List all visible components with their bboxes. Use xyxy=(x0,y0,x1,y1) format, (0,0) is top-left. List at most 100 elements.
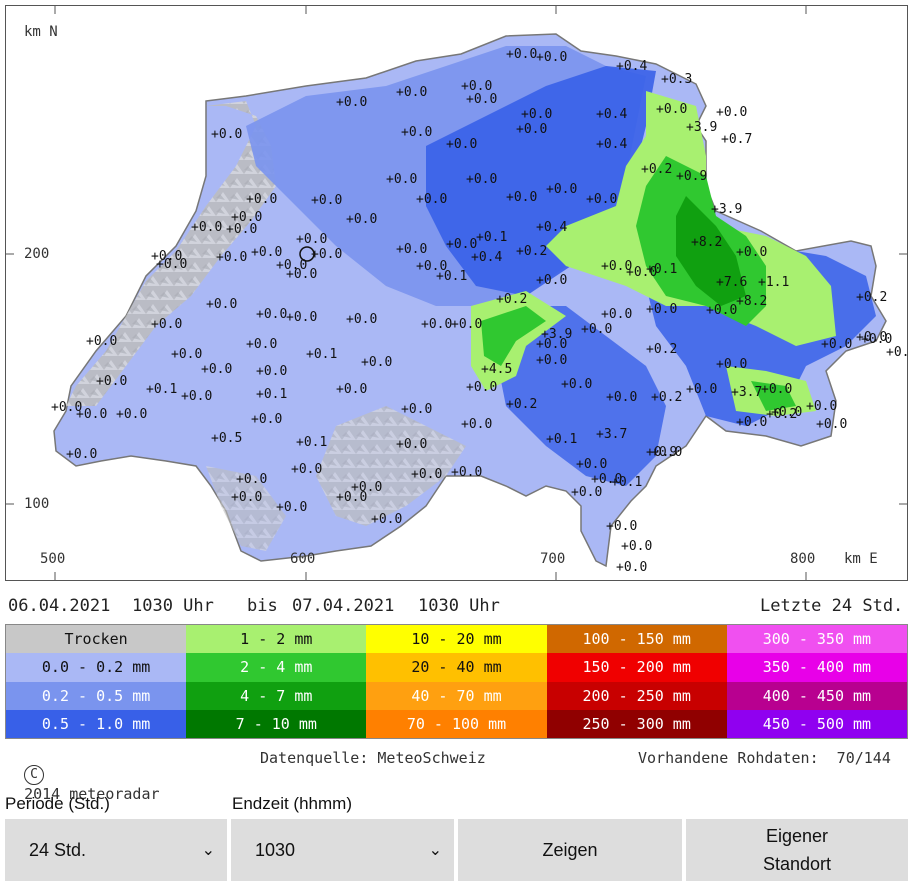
station-value: +0.0 xyxy=(861,332,892,347)
station-marker: +0.0 xyxy=(256,364,287,379)
station-marker: +7.6 xyxy=(716,275,747,290)
own-location-button[interactable]: Eigener Standort xyxy=(686,819,908,881)
station-marker: +0.0 xyxy=(461,79,492,94)
station-marker: +0.0 xyxy=(466,172,497,187)
station-marker: +0.0 xyxy=(536,337,567,352)
station-marker: +0.0 xyxy=(656,102,687,117)
station-marker: +0.5 xyxy=(211,431,242,446)
station-marker: +0.0 xyxy=(621,539,652,554)
show-button[interactable]: Zeigen xyxy=(458,819,682,881)
station-value: +0.0 xyxy=(626,265,657,280)
station-marker: +3.7 xyxy=(731,385,762,400)
chevron-down-icon: ⌄ xyxy=(428,842,442,859)
station-marker: +0.0 xyxy=(561,377,592,392)
station-value: +1.1 xyxy=(758,275,789,290)
station-marker: +0.0 xyxy=(466,380,497,395)
station-marker: +0.0 xyxy=(76,407,107,422)
station-value: +0.4 xyxy=(471,250,502,265)
station-value: +0.1 xyxy=(476,230,507,245)
station-value: +0.0 xyxy=(616,560,647,575)
legend-item: 1 - 2 mm xyxy=(186,625,367,654)
station-marker: +0.0 xyxy=(276,500,307,515)
station-marker: +0.0 xyxy=(571,485,602,500)
own-location-line1: Eigener xyxy=(765,826,829,846)
station-marker: +0.2 xyxy=(856,290,887,305)
station-marker: +0.3 xyxy=(661,72,692,87)
station-marker: +0.0 xyxy=(706,303,737,318)
station-marker: +0.0 xyxy=(236,472,267,487)
station-marker: +0.1 xyxy=(546,432,577,447)
y-tick-label: 100 xyxy=(24,496,50,512)
station-marker: +0.0 xyxy=(226,222,257,237)
station-value: +0.0 xyxy=(466,172,497,187)
station-value: +0.0 xyxy=(211,127,242,142)
station-value: +0.0 xyxy=(151,249,182,264)
legend-item: 2 - 4 mm xyxy=(186,653,367,682)
station-marker: +0.0 xyxy=(211,127,242,142)
station-marker: +0.0 xyxy=(521,107,552,122)
station-value: +0.0 xyxy=(461,79,492,94)
legend-item: 350 - 400 mm xyxy=(726,653,907,682)
endzeit-select[interactable]: 1030 ⌄ xyxy=(231,819,454,881)
station-value: +0.1 xyxy=(436,269,467,284)
time-to: 1030 Uhr xyxy=(418,596,500,616)
station-marker: +0.0 xyxy=(151,317,182,332)
station-value: +0.1 xyxy=(256,387,287,402)
station-value: +0.2 xyxy=(641,162,672,177)
periode-select[interactable]: 24 Std. ⌄ xyxy=(5,819,227,881)
station-marker: +0.0 xyxy=(816,417,847,432)
station-value: +0.0 xyxy=(96,374,127,389)
station-marker: +0.0 xyxy=(311,247,342,262)
station-value: +0.0 xyxy=(236,472,267,487)
station-marker: +0.0 xyxy=(646,302,677,317)
station-markers: +0.0 +0.0 +0.4 +0.3 +0.0 +0.0 +0.0 +0.0 +0.0 +0.4… xyxy=(51,47,907,575)
station-value: +0.0 xyxy=(591,472,622,487)
station-value: +0.0 xyxy=(561,377,592,392)
legend-item: 250 - 300 mm xyxy=(546,709,727,738)
station-value: +0.7 xyxy=(721,132,752,147)
station-value: +0.0 xyxy=(226,222,257,237)
station-marker: +0.2 xyxy=(646,342,677,357)
station-value: +3.7 xyxy=(731,385,762,400)
station-marker: +0.1 xyxy=(476,230,507,245)
station-marker: +0.9 xyxy=(676,169,707,184)
station-marker: +0.0 xyxy=(606,390,637,405)
station-marker: +0.2 xyxy=(641,162,672,177)
axis-ticks xyxy=(6,6,907,580)
station-value: +0.0 xyxy=(216,250,247,265)
station-value: +8.2 xyxy=(736,294,767,309)
station-marker: +0.0 xyxy=(396,437,427,452)
station-marker: +0.0 xyxy=(451,465,482,480)
station-marker: +0.4 xyxy=(471,250,502,265)
station-value: +0.0 xyxy=(371,512,402,527)
station-value: +4.5 xyxy=(481,362,512,377)
station-value: +0.9 xyxy=(676,169,707,184)
station-marker: +0.0 xyxy=(116,407,147,422)
legend-item: 400 - 450 mm xyxy=(726,681,907,710)
station-marker: +0.0 xyxy=(191,220,222,235)
station-marker: +0.1 xyxy=(296,435,327,450)
station-value: +0.0 xyxy=(86,334,117,349)
station-value: +0.0 xyxy=(256,307,287,322)
legend-item: 0.5 - 1.0 mm xyxy=(6,709,187,738)
station-value: +0.0 xyxy=(601,307,632,322)
station-value: +0.0 xyxy=(156,257,187,272)
station-value: +3.9 xyxy=(686,120,717,135)
station-marker: +0.0 xyxy=(686,382,717,397)
station-value: +0.0 xyxy=(286,267,317,282)
station-value: +0.2 xyxy=(766,407,797,422)
station-marker: +0.0 xyxy=(336,490,367,505)
station-marker: +0.1 xyxy=(256,387,287,402)
station-value: +3.9 xyxy=(711,202,742,217)
station-marker: +0.9 xyxy=(646,445,677,460)
station-marker: +0.0 xyxy=(771,405,802,420)
station-marker: +0.0 xyxy=(411,467,442,482)
station-marker: +0.0 xyxy=(216,250,247,265)
station-marker: +0.0 xyxy=(416,192,447,207)
station-marker: +0.0 xyxy=(416,259,447,274)
station-value: +0.0 xyxy=(856,330,887,345)
station-marker: +0.0 xyxy=(206,297,237,312)
station-value: +0.0 xyxy=(716,105,747,120)
station-marker: +3.9 xyxy=(541,327,572,342)
station-marker: +0.0 xyxy=(466,92,497,107)
